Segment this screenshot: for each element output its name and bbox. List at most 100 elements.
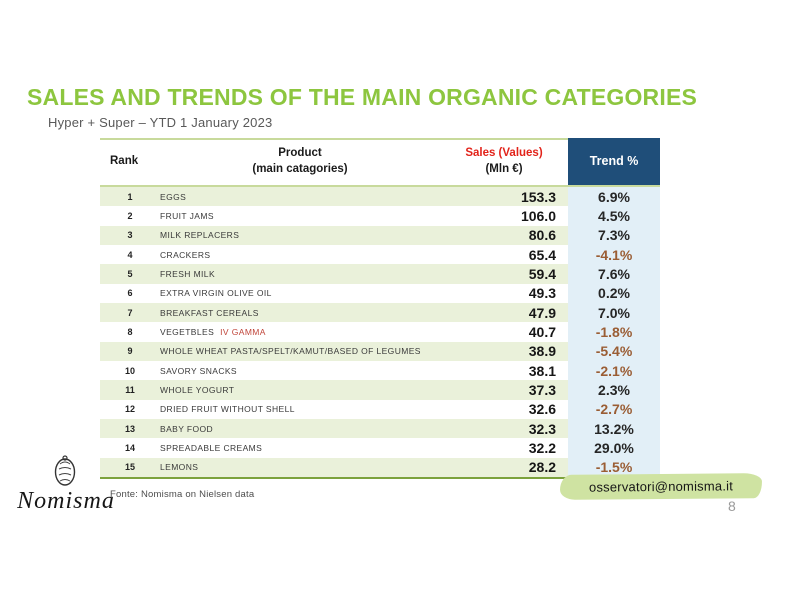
row-sales-value: 32.2 <box>528 439 556 456</box>
source-note: Fonte: Nomisma on Nielsen data <box>110 489 255 500</box>
subtitle: Hyper + Super – YTD 1 January 2023 <box>48 115 273 130</box>
row-product-name: WHOLE WHEAT PASTA/SPELT/KAMUT/BASED OF L… <box>160 346 421 357</box>
row-product: EXTRA VIRGIN OLIVE OIL <box>160 284 440 303</box>
row-product-name: BABY FOOD <box>160 423 214 434</box>
row-product: BABY FOOD <box>160 418 440 439</box>
nomisma-logo-text: Nomisma <box>17 488 115 514</box>
table-header-divider <box>100 185 660 187</box>
row-trend-value: 7.3% <box>568 225 660 245</box>
row-product-name: BREAKFAST CEREALS <box>160 307 259 318</box>
row-sales-value: 65.4 <box>528 246 556 263</box>
row-rank: 12 <box>124 404 135 415</box>
row-trend-value: 6.9% <box>568 187 660 207</box>
table-row: 3 MILK REPLACERS 80.6 7.3% <box>100 225 660 245</box>
page-title: SALES AND TRENDS OF THE MAIN ORGANIC CAT… <box>27 84 698 110</box>
table-row: 9 WHOLE WHEAT PASTA/SPELT/KAMUT/BASED OF… <box>100 341 660 361</box>
table-row: 5 FRESH MILK 59.4 7.6% <box>100 264 660 284</box>
table-top-border <box>100 138 568 140</box>
contact-email[interactable]: osservatori@nomisma.it <box>588 478 734 495</box>
row-sales-value: 38.9 <box>440 341 568 361</box>
table-header-row: Rank Product (main catagories) Sales (Va… <box>100 138 660 185</box>
row-product: FRESH MILK <box>160 264 440 284</box>
row-rank: 13 <box>100 418 160 439</box>
row-sales-value: 40.7 <box>528 323 556 340</box>
table-row: 6 EXTRA VIRGIN OLIVE OIL 49.3 0.2% <box>100 283 660 303</box>
row-product: LEMONS <box>160 457 440 477</box>
table-row: 8 VEGETBLES IV GAMMA 40.7 -1.8% <box>100 322 660 342</box>
row-product: SPREADABLE CREAMS <box>160 438 440 457</box>
row-rank: 8 <box>127 326 133 337</box>
row-product-name: VEGETBLES <box>160 326 215 337</box>
row-trend-value: 2.3% <box>568 380 660 400</box>
row-product-name: WHOLE YOGURT <box>160 384 235 395</box>
table-row: 2 FRUIT JAMS 106.0 4.5% <box>100 206 660 226</box>
row-sales-value: 37.3 <box>440 380 568 400</box>
row-trend-value: 7.0% <box>568 302 660 323</box>
table-row: 11 WHOLE YOGURT 37.3 2.3% <box>100 380 660 400</box>
row-sales-value: 153.3 <box>440 187 568 207</box>
row-rank: 7 <box>100 302 160 323</box>
row-sales-value: 59.4 <box>440 264 568 284</box>
row-trend-value: 13.2% <box>568 418 660 439</box>
sales-table: Rank Product (main catagories) Sales (Va… <box>100 138 660 479</box>
header-product: Product (main catagories) <box>160 138 440 185</box>
header-sales-line2: (Mln €) <box>485 162 523 175</box>
nomisma-emblem-icon <box>54 455 76 486</box>
row-product-name: SAVORY SNACKS <box>160 365 238 376</box>
header-rank: Rank <box>110 154 139 167</box>
row-rank: 9 <box>100 341 160 361</box>
row-sales-value: 106.0 <box>520 207 556 224</box>
row-sales-value: 47.9 <box>440 302 568 323</box>
row-sales-value: 49.3 <box>528 285 556 302</box>
row-product: BREAKFAST CEREALS <box>160 302 440 323</box>
row-product-name: CRACKERS <box>160 249 211 260</box>
table-row: 13 BABY FOOD 32.3 13.2% <box>100 418 660 439</box>
row-sales-value: 32.3 <box>440 418 568 439</box>
row-trend-value: -1.5% <box>568 457 660 477</box>
row-product: WHOLE WHEAT PASTA/SPELT/KAMUT/BASED OF L… <box>160 341 440 361</box>
row-product: DRIED FRUIT WITHOUT SHELL <box>160 400 440 419</box>
row-product-name: LEMONS <box>160 462 199 473</box>
row-rank: 1 <box>100 187 160 207</box>
table-row: 15 LEMONS 28.2 -1.5% <box>100 457 660 477</box>
row-product-name: DRIED FRUIT WITHOUT SHELL <box>160 404 295 415</box>
contact-email-highlight[interactable]: osservatori@nomisma.it <box>559 473 763 500</box>
header-product-line1: Product <box>278 146 322 159</box>
row-trend-value: -5.4% <box>568 341 660 361</box>
header-trend: Trend % <box>568 138 660 185</box>
row-trend-value: 4.5% <box>568 206 660 226</box>
row-rank: 15 <box>100 457 160 477</box>
table-row: 12 DRIED FRUIT WITHOUT SHELL 32.6 -2.7% <box>100 399 660 419</box>
row-product-name: EXTRA VIRGIN OLIVE OIL <box>160 288 272 299</box>
table-body: 1 EGGS 153.3 6.9% 2 FRUIT JAMS 106.0 4.5… <box>100 187 660 477</box>
row-product-name: FRESH MILK <box>160 268 216 279</box>
row-trend-value: -2.1% <box>568 360 660 381</box>
row-rank: 10 <box>124 365 135 376</box>
row-sales-value: 32.6 <box>528 401 556 418</box>
table-row: 7 BREAKFAST CEREALS 47.9 7.0% <box>100 302 660 323</box>
row-product: FRUIT JAMS <box>160 206 440 225</box>
nomisma-logo: Nomisma <box>6 452 126 532</box>
row-sales-value: 28.2 <box>440 457 568 477</box>
table-row: 1 EGGS 153.3 6.9% <box>100 187 660 207</box>
table-row: 10 SAVORY SNACKS 38.1 -2.1% <box>100 360 660 381</box>
row-product: SAVORY SNACKS <box>160 361 440 380</box>
table-bottom-border <box>100 477 660 479</box>
row-sales-value: 80.6 <box>440 225 568 245</box>
header-product-line2: (main catagories) <box>252 162 348 175</box>
table-row: 14 SPREADABLE CREAMS 32.2 29.0% <box>100 438 660 458</box>
row-rank: 4 <box>127 249 133 260</box>
row-product: MILK REPLACERS <box>160 225 440 245</box>
row-product: WHOLE YOGURT <box>160 380 440 400</box>
row-product: EGGS <box>160 187 440 207</box>
row-trend-value: 29.0% <box>568 438 660 458</box>
page-number: 8 <box>728 498 736 514</box>
row-rank: 6 <box>127 288 133 299</box>
row-trend-value: -2.7% <box>568 399 660 419</box>
row-rank: 14 <box>124 442 135 453</box>
row-rank: 3 <box>100 225 160 245</box>
row-trend-value: 7.6% <box>568 264 660 284</box>
table-row: 4 CRACKERS 65.4 -4.1% <box>100 244 660 265</box>
row-trend-value: 0.2% <box>568 283 660 303</box>
